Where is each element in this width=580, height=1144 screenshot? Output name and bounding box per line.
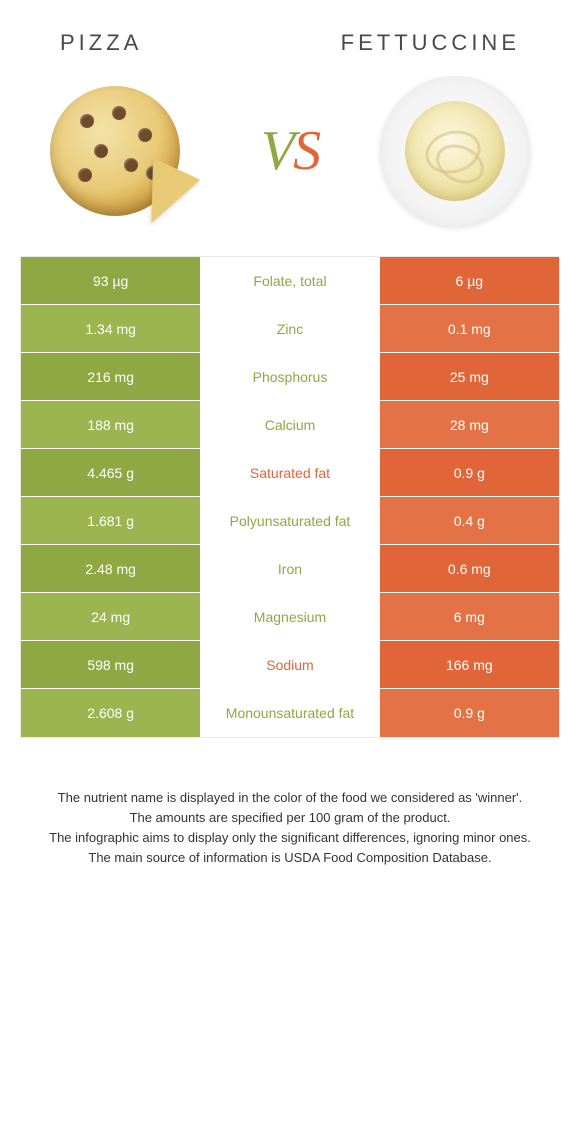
vs-s: S bbox=[293, 120, 319, 182]
pizza-value: 216 mg bbox=[21, 353, 200, 400]
nutrient-name: Saturated fat bbox=[200, 449, 379, 496]
table-row: 4.465 gSaturated fat0.9 g bbox=[21, 449, 559, 497]
fettuccine-illustration bbox=[380, 76, 530, 226]
footer-line-3: The infographic aims to display only the… bbox=[40, 828, 540, 848]
table-row: 598 mgSodium166 mg bbox=[21, 641, 559, 689]
fettuccine-value: 6 mg bbox=[380, 593, 559, 640]
pizza-value: 4.465 g bbox=[21, 449, 200, 496]
table-row: 2.608 gMonounsaturated fat0.9 g bbox=[21, 689, 559, 737]
table-row: 1.34 mgZinc0.1 mg bbox=[21, 305, 559, 353]
title-fettuccine: FETTUCCINE bbox=[341, 30, 520, 56]
table-row: 188 mgCalcium28 mg bbox=[21, 401, 559, 449]
nutrient-name: Iron bbox=[200, 545, 379, 592]
pizza-value: 598 mg bbox=[21, 641, 200, 688]
header: PIZZA FETTUCCINE bbox=[0, 0, 580, 76]
vs-v: V bbox=[261, 120, 293, 182]
vs-badge: VS bbox=[261, 119, 319, 183]
fettuccine-value: 0.1 mg bbox=[380, 305, 559, 352]
fettuccine-value: 6 µg bbox=[380, 257, 559, 304]
pizza-value: 2.48 mg bbox=[21, 545, 200, 592]
pizza-value: 24 mg bbox=[21, 593, 200, 640]
footer-line-1: The nutrient name is displayed in the co… bbox=[40, 788, 540, 808]
table-row: 24 mgMagnesium6 mg bbox=[21, 593, 559, 641]
table-row: 216 mgPhosphorus25 mg bbox=[21, 353, 559, 401]
fettuccine-value: 28 mg bbox=[380, 401, 559, 448]
pizza-value: 1.681 g bbox=[21, 497, 200, 544]
pizza-value: 93 µg bbox=[21, 257, 200, 304]
images-row: VS bbox=[0, 76, 580, 256]
fettuccine-image bbox=[380, 76, 530, 226]
nutrient-name: Calcium bbox=[200, 401, 379, 448]
footer-line-4: The main source of information is USDA F… bbox=[40, 848, 540, 868]
footer-notes: The nutrient name is displayed in the co… bbox=[0, 738, 580, 899]
nutrient-table: 93 µgFolate, total6 µg1.34 mgZinc0.1 mg2… bbox=[20, 256, 560, 738]
pizza-value: 2.608 g bbox=[21, 689, 200, 737]
nutrient-name: Monounsaturated fat bbox=[200, 689, 379, 737]
table-row: 93 µgFolate, total6 µg bbox=[21, 257, 559, 305]
fettuccine-value: 166 mg bbox=[380, 641, 559, 688]
title-pizza: PIZZA bbox=[60, 30, 142, 56]
pizza-value: 188 mg bbox=[21, 401, 200, 448]
fettuccine-value: 0.6 mg bbox=[380, 545, 559, 592]
nutrient-name: Folate, total bbox=[200, 257, 379, 304]
nutrient-name: Sodium bbox=[200, 641, 379, 688]
footer-line-2: The amounts are specified per 100 gram o… bbox=[40, 808, 540, 828]
fettuccine-value: 0.9 g bbox=[380, 689, 559, 737]
nutrient-name: Phosphorus bbox=[200, 353, 379, 400]
pizza-illustration bbox=[50, 86, 200, 216]
table-row: 2.48 mgIron0.6 mg bbox=[21, 545, 559, 593]
nutrient-name: Zinc bbox=[200, 305, 379, 352]
pizza-image bbox=[50, 76, 200, 226]
fettuccine-value: 25 mg bbox=[380, 353, 559, 400]
nutrient-name: Magnesium bbox=[200, 593, 379, 640]
fettuccine-value: 0.4 g bbox=[380, 497, 559, 544]
pizza-value: 1.34 mg bbox=[21, 305, 200, 352]
nutrient-name: Polyunsaturated fat bbox=[200, 497, 379, 544]
fettuccine-value: 0.9 g bbox=[380, 449, 559, 496]
table-row: 1.681 gPolyunsaturated fat0.4 g bbox=[21, 497, 559, 545]
